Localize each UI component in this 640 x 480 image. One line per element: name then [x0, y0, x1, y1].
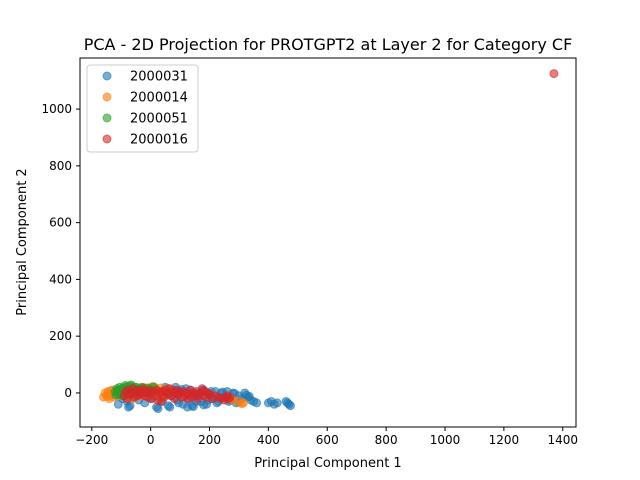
series-2000016 — [119, 69, 559, 406]
legend-marker-2000014 — [102, 92, 112, 102]
chart-title: PCA - 2D Projection for PROTGPT2 at Laye… — [84, 35, 573, 54]
y-tick-label: 600 — [49, 216, 72, 230]
points-layer — [99, 69, 559, 414]
legend-items: 2000031 2000014 2000051 2000016 — [102, 70, 188, 148]
legend-marker-2000051 — [102, 113, 112, 123]
x-tick-label: 1400 — [547, 433, 578, 447]
legend-label-2000016: 2000016 — [130, 133, 188, 148]
x-tick-label: 1200 — [489, 433, 520, 447]
y-tick-label: 800 — [49, 159, 72, 173]
legend-label-2000031: 2000031 — [130, 70, 188, 85]
point-2000014-33 — [238, 398, 248, 408]
x-tick-label: 600 — [316, 433, 339, 447]
x-tick-label: 800 — [375, 433, 398, 447]
legend-label-2000014: 2000014 — [130, 91, 188, 106]
point-2000016-67 — [225, 392, 235, 402]
legend: 2000031 2000014 2000051 2000016 — [86, 64, 199, 153]
y-axis-ticks: 0 200 400 600 800 1000 — [41, 102, 80, 400]
x-tick-label: 200 — [198, 433, 221, 447]
point-2000031-57 — [165, 402, 175, 412]
y-axis-label: Principal Component 2 — [15, 168, 30, 315]
y-tick-label: 200 — [49, 329, 72, 343]
x-axis-label: Principal Component 1 — [254, 456, 401, 471]
legend-label-2000051: 2000051 — [130, 112, 188, 127]
point-2000031-46 — [252, 398, 262, 408]
plot-area-frame — [79, 57, 577, 428]
y-tick-label: 400 — [49, 272, 72, 286]
legend-box — [86, 64, 199, 153]
point-2000031-50 — [272, 398, 282, 408]
x-tick-label: 0 — [147, 433, 155, 447]
x-tick-label: 1000 — [430, 433, 461, 447]
point-2000031-75 — [244, 391, 254, 401]
point-2000031-55 — [124, 402, 134, 412]
legend-marker-2000016 — [102, 134, 112, 144]
x-axis-ticks: −200 0 200 400 600 800 1000 1200 1400 — [75, 427, 578, 447]
y-tick-label: 1000 — [41, 102, 72, 116]
point-2000031-54 — [283, 398, 293, 408]
x-tick-label: −200 — [75, 433, 108, 447]
x-tick-label: 400 — [257, 433, 280, 447]
y-tick-label: 0 — [64, 386, 72, 400]
legend-marker-2000031 — [102, 71, 112, 81]
point-2000016-68 — [549, 69, 559, 79]
